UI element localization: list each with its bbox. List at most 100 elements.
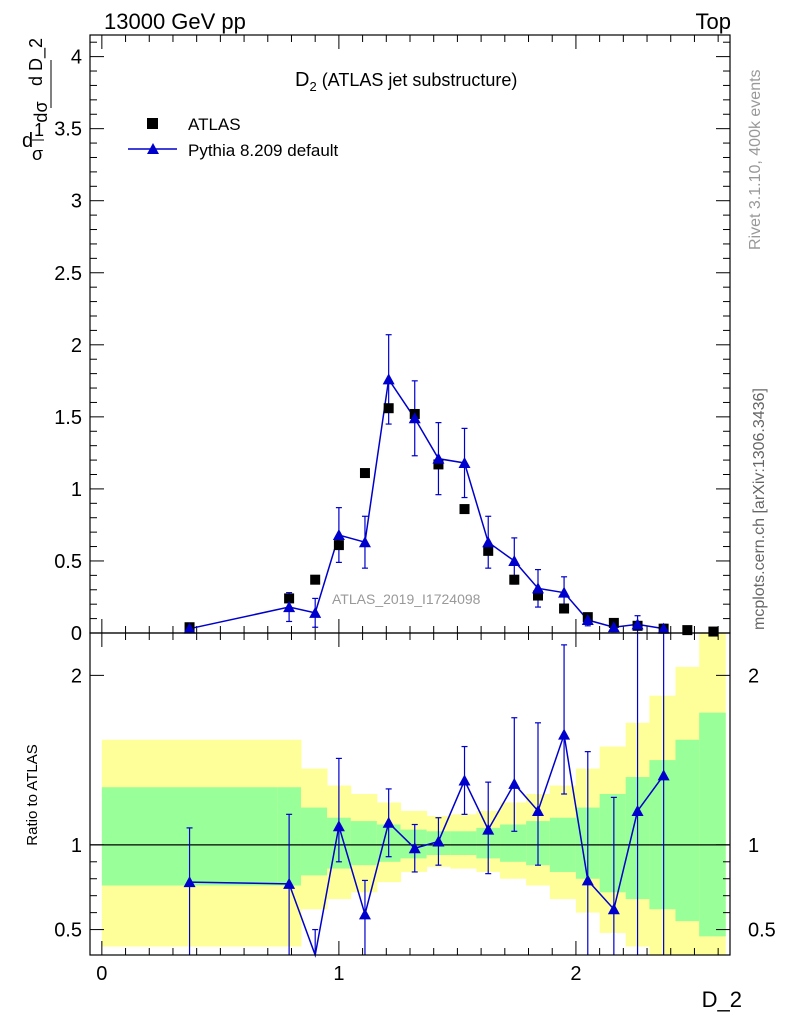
atlas-data-point <box>708 626 719 637</box>
atlas-data-point <box>284 593 295 604</box>
upper-ytick-label: 0.5 <box>54 551 82 573</box>
upper-ytick-label: 3.5 <box>54 119 82 141</box>
ratio-data-point <box>283 877 296 889</box>
ylabel-d1: d <box>22 130 33 152</box>
legend-mc-label: Pythia 8.209 default <box>188 141 339 160</box>
mc-data-point <box>508 554 521 566</box>
upper-axis-ticks: 0 0.5 1 1.5 2 2.5 3 3.5 4 <box>54 35 730 645</box>
band-inner-bin <box>500 824 527 862</box>
mc-data-point <box>382 373 395 385</box>
legend-mc-marker <box>147 143 159 154</box>
legend: ATLAS Pythia 8.209 default <box>128 115 339 160</box>
atlas-data-point <box>509 574 520 585</box>
upper-ytick-label: 1.5 <box>54 407 82 429</box>
upper-ytick-label: 1 <box>71 479 82 501</box>
mc-data-point <box>482 536 495 548</box>
lower-ytick-label-right: 1 <box>748 835 759 857</box>
mc-data-point <box>558 586 571 598</box>
ratio-data-point <box>382 816 395 828</box>
legend-data-label: ATLAS <box>188 115 241 134</box>
lower-xtick-label: 1 <box>333 963 344 985</box>
mc-data-point <box>581 614 594 626</box>
ylabel-one: 1 <box>34 120 44 140</box>
process-label: Top <box>696 9 731 34</box>
band-inner-bin <box>450 831 477 856</box>
ratio-data-point <box>508 777 521 789</box>
title-sub: 2 <box>309 79 316 94</box>
upper-y-axis-title: d 1 σ dσ d D_2 <box>22 38 52 164</box>
atlas-data-point <box>682 625 693 636</box>
lower-ytick-label-right: 0.5 <box>748 920 776 942</box>
beam-label: 13000 GeV pp <box>104 9 246 34</box>
ratio-data-point <box>657 769 670 781</box>
band-inner-bin <box>649 760 676 910</box>
atlas-data-point <box>483 545 494 556</box>
lower-frame <box>89 632 731 956</box>
legend-data-marker <box>147 118 158 129</box>
ratio-data-point <box>581 874 594 886</box>
atlas-data-point <box>333 540 344 551</box>
ratio-data-point <box>532 804 544 816</box>
ratio-data-point <box>358 908 371 920</box>
lower-xtick-label: 0 <box>96 963 107 985</box>
mc-data-point <box>607 621 620 633</box>
upper-ytick-label: 2.5 <box>54 263 82 285</box>
upper-ytick-label: 3 <box>71 191 82 213</box>
mcplots-label: mcplots.cern.ch [arXiv:1306.3436] <box>751 388 768 630</box>
ratio-data-point <box>482 823 495 835</box>
mc-data-point <box>358 536 371 548</box>
mc-data-point <box>408 412 421 424</box>
ratio-data-point <box>432 835 445 847</box>
title-rest: (ATLAS jet substructure) <box>317 70 518 90</box>
atlas-data-point <box>533 590 543 601</box>
upper-ytick-label: 2 <box>71 335 82 357</box>
ratio-data-point <box>607 903 620 915</box>
lower-ytick-label: 2 <box>71 665 82 687</box>
band-inner-bin <box>675 739 700 922</box>
band-inner-bin <box>699 712 726 937</box>
upper-ytick-label: 0 <box>71 623 82 645</box>
band-inner-bin <box>300 807 328 876</box>
ylabel-sigma: σ <box>32 144 43 164</box>
upper-frame <box>89 34 731 634</box>
upper-series <box>183 334 719 637</box>
lower-ytick-label: 0.5 <box>54 920 82 942</box>
atlas-data-point <box>459 504 470 515</box>
mc-data-point <box>309 606 322 618</box>
mc-data-point <box>283 601 296 613</box>
atlas-data-point <box>559 603 570 614</box>
atlas-data-point <box>433 459 444 470</box>
x-axis-title: D_2 <box>702 987 742 1012</box>
ylabel-dsigma: dσ <box>31 101 51 122</box>
rivet-label: Rivet 3.1.10, 400k events <box>747 69 764 250</box>
mc-data-point <box>458 456 471 468</box>
atlas-data-point <box>359 468 370 479</box>
mc-data-point <box>631 618 644 630</box>
upper-ytick-label: 4 <box>71 47 82 69</box>
ratio-data-point <box>558 728 571 740</box>
lower-axis-ticks: 0 1 2 0.5 0.5 1 1 2 2 <box>54 633 776 985</box>
lower-y-axis-title: Ratio to ATLAS <box>24 744 41 845</box>
lower-ytick-label: 1 <box>71 835 82 857</box>
lower-xtick-label: 2 <box>570 963 581 985</box>
band-inner-bin <box>350 821 378 866</box>
lower-uncertainty-bands <box>90 633 730 955</box>
ratio-data-point <box>631 804 644 816</box>
mc-data-point <box>332 529 345 541</box>
analysis-watermark: ATLAS_2019_I1724098 <box>332 591 481 607</box>
title-main: D <box>295 69 309 91</box>
ratio-data-point <box>183 876 196 888</box>
mc-data-point <box>183 622 196 634</box>
atlas-data-point <box>310 574 321 585</box>
mc-data-point <box>432 452 445 464</box>
mc-data-point <box>657 622 670 634</box>
lower-series <box>183 633 670 958</box>
atlas-data-point <box>383 403 394 414</box>
ratio-data-point <box>458 774 471 786</box>
ratio-data-point <box>332 820 345 832</box>
mc-data-point <box>532 582 544 594</box>
ylabel-dd2: d D_2 <box>26 38 47 86</box>
lower-ytick-label-right: 2 <box>748 665 759 687</box>
ratio-data-point <box>408 842 421 854</box>
